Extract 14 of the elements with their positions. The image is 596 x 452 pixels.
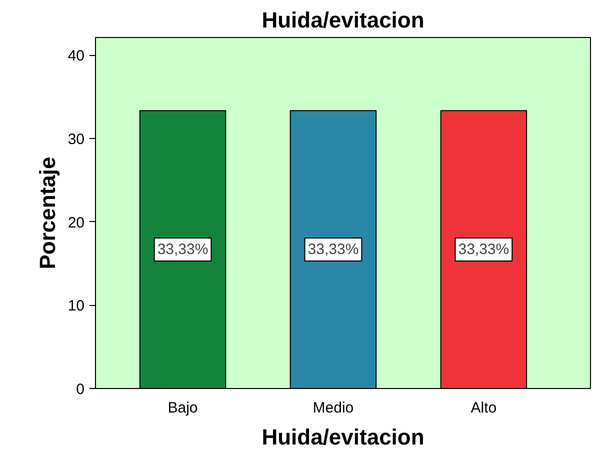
data-label: 33,33%	[458, 241, 510, 258]
x-tick-label: Medio	[312, 400, 354, 416]
data-label: 33,33%	[157, 241, 208, 258]
y-tick-label: 30	[68, 130, 85, 148]
data-label: 33,33%	[308, 241, 359, 258]
y-tick-label: 10	[68, 298, 85, 315]
x-tick-label: Alto	[470, 400, 497, 416]
y-axis-title: Porcentaje	[34, 156, 60, 270]
y-tick-label: 40	[68, 48, 85, 65]
x-tick-label: Bajo	[168, 400, 198, 416]
chart-title: Huida/evitacion	[262, 8, 424, 32]
x-axis-title: Huida/evitacion	[262, 424, 424, 450]
y-tick-label: 20	[68, 214, 85, 232]
y-tick-label: 0	[76, 381, 84, 398]
